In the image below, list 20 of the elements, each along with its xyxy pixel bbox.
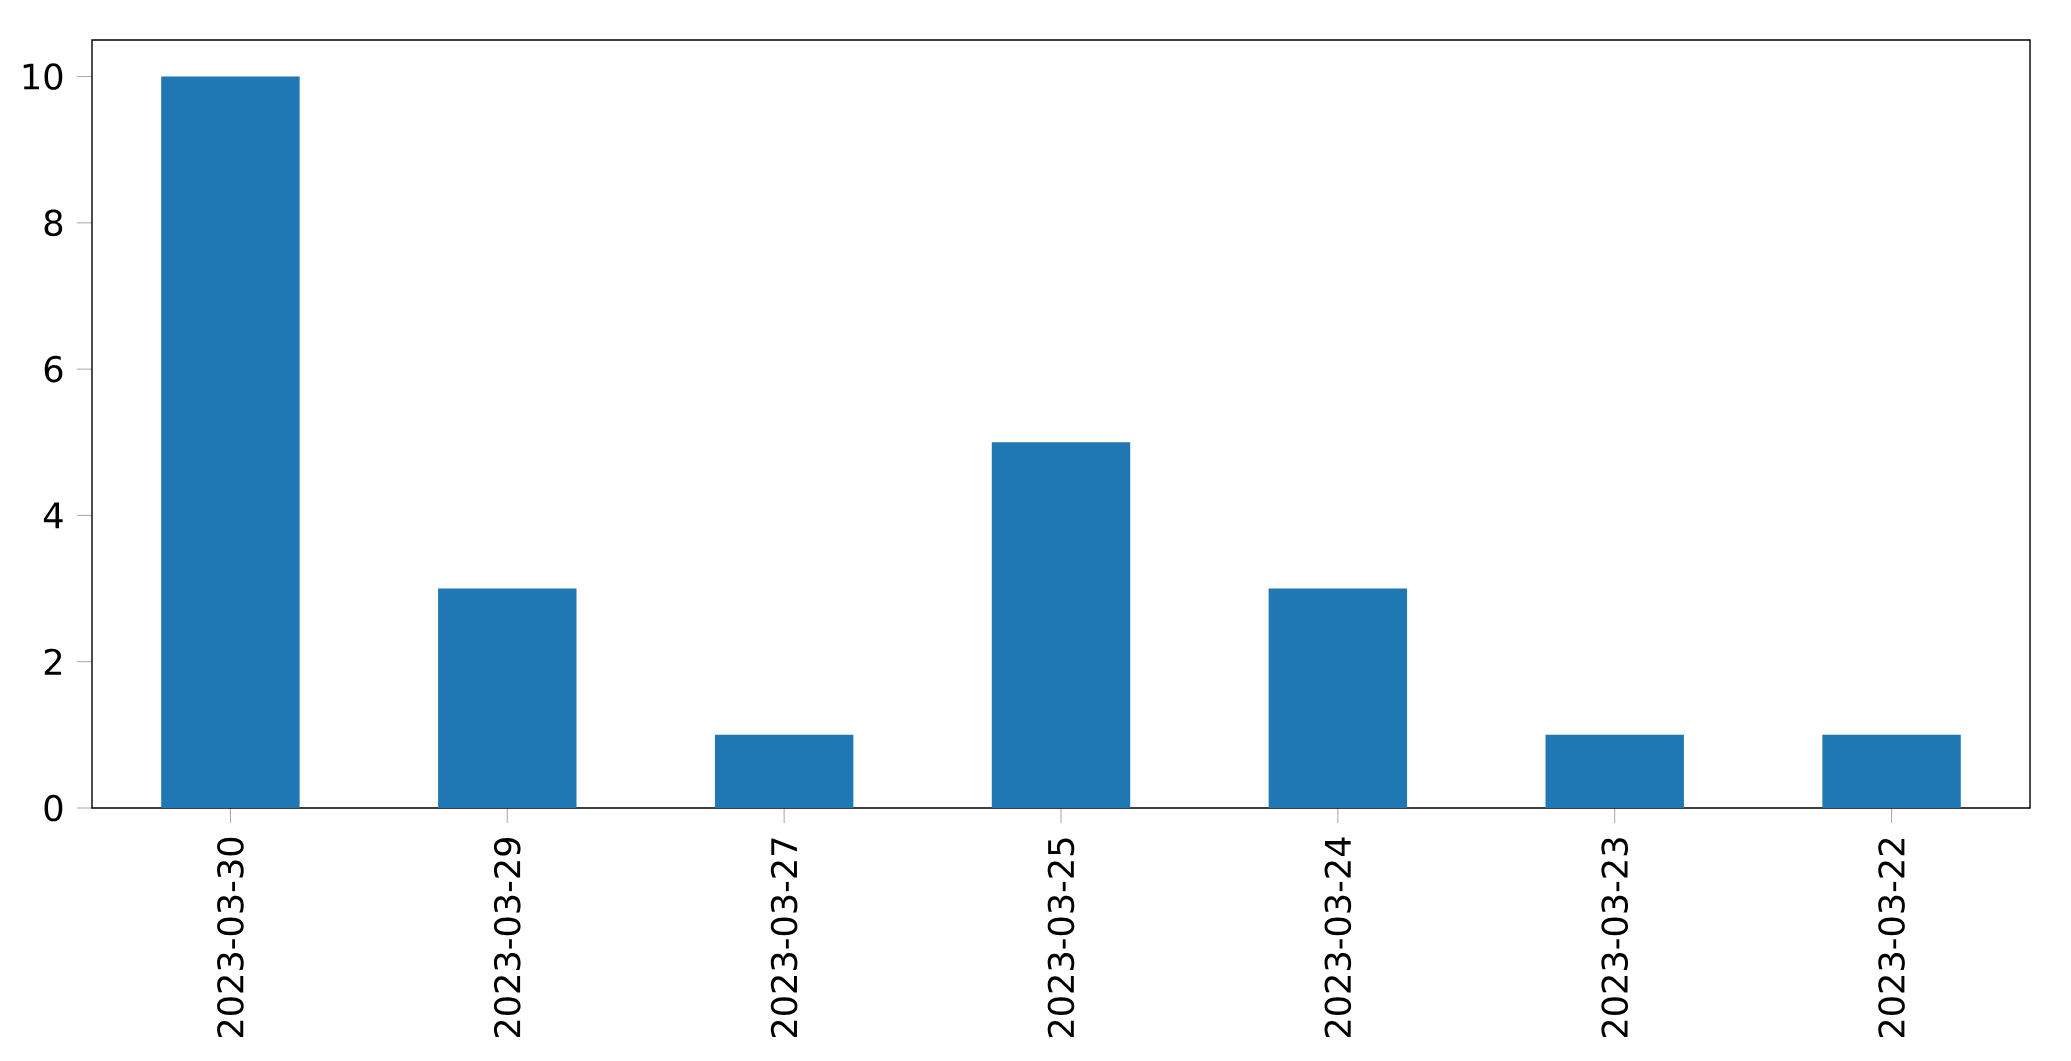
- y-tick-label: 0: [44, 794, 63, 822]
- x-tick-label: 2023-03-25: [1047, 838, 1075, 1038]
- x-tick-label: 2023-03-27: [770, 838, 798, 1038]
- bar: [714, 734, 854, 808]
- bar: [991, 442, 1131, 808]
- y-tick-label: 4: [43, 502, 63, 529]
- x-tick-label: 2023-03-23: [1601, 838, 1629, 1038]
- x-tick-label: 2023-03-22: [1878, 838, 1905, 1038]
- bar: [438, 588, 577, 808]
- bar: [161, 76, 300, 808]
- y-tick-label: 2: [44, 648, 62, 675]
- x-tick-label: 2023-03-24: [1324, 837, 1352, 1038]
- y-tick-label: 6: [44, 355, 63, 383]
- bar: [1822, 734, 1961, 808]
- x-tick-label: 2023-03-29: [493, 837, 521, 1038]
- bar: [1545, 734, 1684, 808]
- x-tick-label: 2023-03-30: [217, 837, 244, 1038]
- y-tick-label: 10: [23, 63, 63, 90]
- bar: [1268, 588, 1408, 808]
- y-tick-label: 8: [44, 209, 63, 237]
